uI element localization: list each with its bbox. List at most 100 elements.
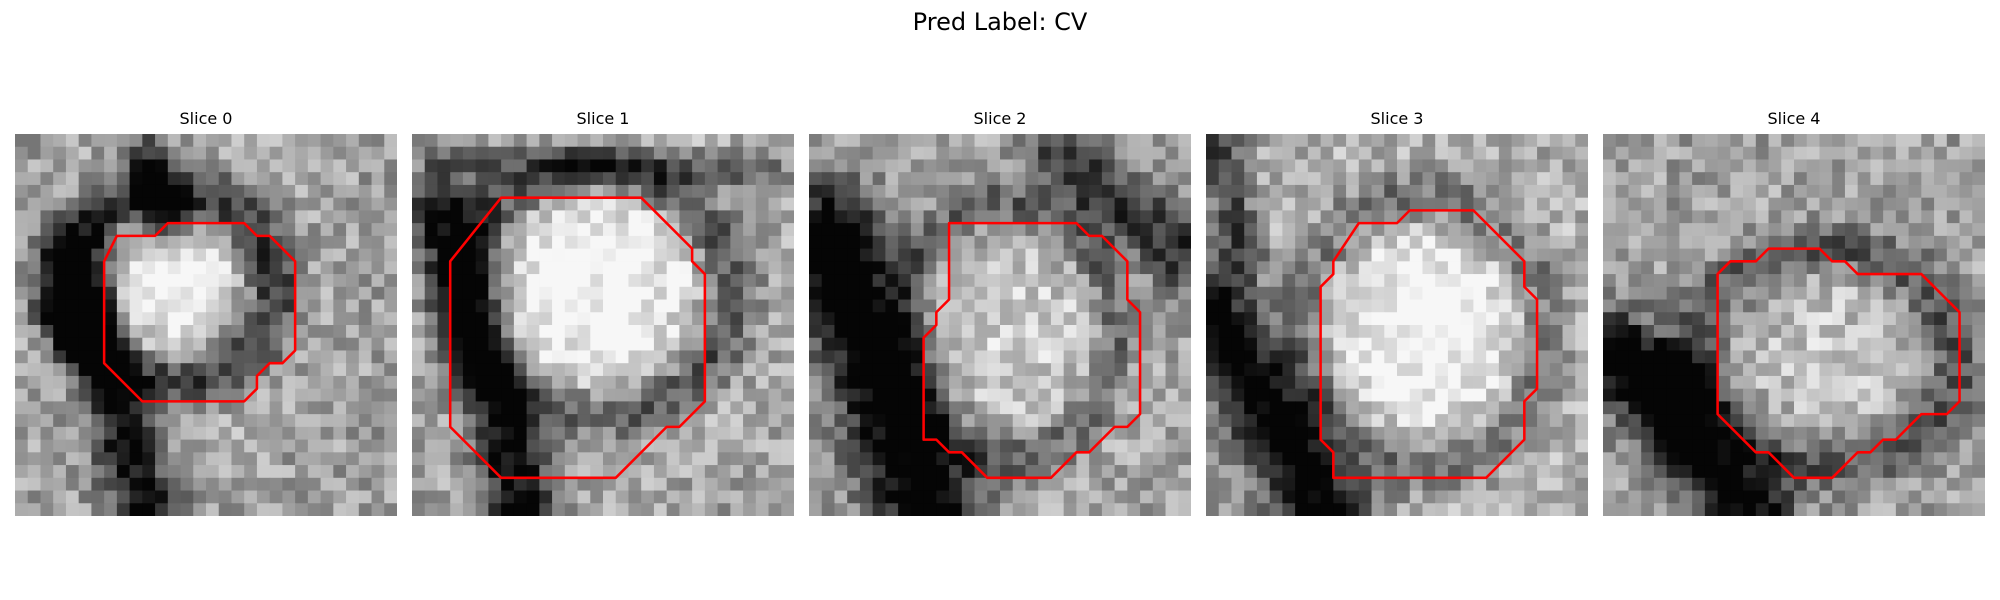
pixel [1012, 414, 1026, 428]
pixel [666, 375, 680, 390]
pixel [475, 146, 489, 160]
pixel [65, 312, 80, 326]
pixel [730, 337, 744, 351]
pixel [231, 197, 245, 211]
pixel [628, 388, 642, 402]
pixel [1628, 503, 1642, 516]
pixel [27, 363, 41, 377]
pixel [167, 477, 182, 492]
pixel [717, 363, 731, 377]
pixel [1959, 325, 1973, 339]
pixel [1549, 490, 1564, 504]
pixel [1178, 223, 1191, 237]
pixel [1717, 210, 1731, 224]
pixel [1269, 439, 1283, 453]
pixel [666, 134, 680, 148]
pixel [1025, 248, 1039, 262]
pixel [821, 325, 835, 339]
pixel [295, 337, 309, 351]
pixel [577, 197, 591, 211]
pixel [603, 414, 617, 428]
pixel [307, 146, 322, 160]
pixel [412, 235, 426, 250]
pixel [1908, 490, 1922, 504]
pixel [834, 452, 848, 466]
pixel [475, 286, 489, 301]
pixel [129, 337, 143, 351]
pixel [1781, 490, 1795, 504]
pixel [320, 172, 334, 186]
pixel [704, 503, 719, 516]
pixel [949, 439, 963, 453]
pixel [577, 503, 591, 516]
slice-title: Slice 3 [1370, 109, 1424, 128]
pixel [1218, 363, 1232, 377]
pixel [180, 134, 194, 148]
pixel [1000, 388, 1014, 402]
pixel [1050, 439, 1065, 453]
pixel [333, 388, 347, 402]
pixel [1603, 134, 1617, 148]
pixel [501, 235, 515, 250]
pixel [1498, 426, 1513, 441]
pixel [1666, 375, 1680, 390]
pixel [1794, 363, 1808, 377]
pixel [1704, 363, 1719, 377]
pixel [1206, 452, 1220, 466]
pixel [371, 452, 385, 466]
pixel [91, 375, 105, 390]
pixel [1679, 248, 1693, 262]
pixel [730, 363, 744, 377]
pixel [872, 197, 886, 211]
pixel [1473, 363, 1487, 377]
pixel [1025, 286, 1039, 301]
pixel [384, 426, 397, 441]
pixel [1959, 452, 1973, 466]
pixel [526, 337, 540, 351]
pixel [244, 426, 258, 441]
pixel [1089, 248, 1103, 262]
pixel [1755, 465, 1770, 479]
pixel [320, 490, 334, 504]
pixel [859, 465, 874, 479]
pixel [1537, 439, 1551, 453]
pixel [129, 426, 143, 441]
pixel [1946, 465, 1961, 479]
pixel [1603, 274, 1617, 288]
pixel [1012, 503, 1026, 516]
pixel [206, 274, 220, 288]
pixel [1832, 223, 1846, 237]
pixel [1908, 337, 1922, 351]
pixel [91, 274, 105, 288]
pixel [269, 401, 283, 415]
pixel [1358, 414, 1373, 428]
pixel [218, 363, 232, 377]
pixel [513, 286, 528, 301]
pixel [1730, 477, 1744, 492]
pixel [1628, 146, 1642, 160]
pixel [768, 134, 782, 148]
pixel [1549, 197, 1564, 211]
pixel [1282, 248, 1296, 262]
pixel [307, 210, 322, 224]
pixel [384, 210, 397, 224]
pixel [15, 439, 29, 453]
pixel [1012, 426, 1026, 441]
pixel [346, 414, 360, 428]
pixel [1140, 159, 1154, 173]
pixel [307, 248, 322, 262]
pixel [116, 363, 131, 377]
pixel [936, 375, 950, 390]
pixel [666, 299, 680, 313]
pixel [1447, 299, 1462, 313]
pixel [628, 210, 642, 224]
pixel [155, 401, 169, 415]
pixel [1447, 388, 1462, 402]
pixel [1371, 414, 1385, 428]
pixel [307, 197, 322, 211]
pixel [564, 490, 579, 504]
pixel [1435, 312, 1449, 326]
pixel [180, 503, 194, 516]
pixel [847, 401, 861, 415]
pixel [1295, 426, 1309, 441]
